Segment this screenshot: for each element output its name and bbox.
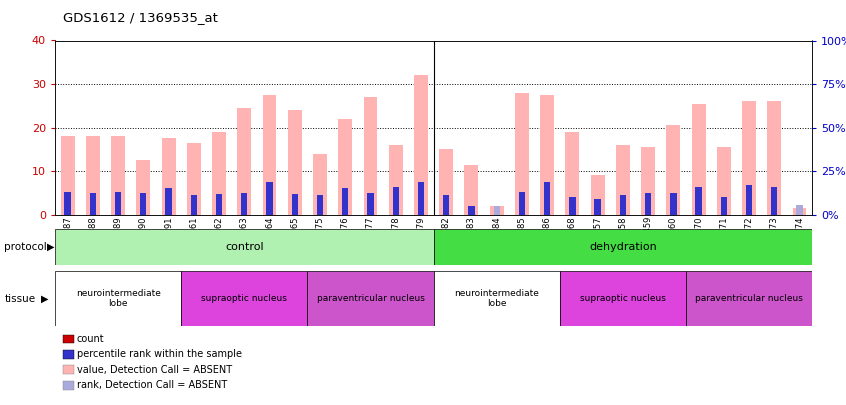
Bar	[266, 181, 272, 215]
Bar	[241, 193, 247, 215]
Bar	[64, 192, 71, 215]
Text: percentile rank within the sample: percentile rank within the sample	[77, 350, 242, 359]
Bar	[493, 206, 500, 215]
Text: dehydration: dehydration	[589, 242, 656, 252]
Bar	[616, 145, 629, 215]
Bar	[307, 271, 433, 326]
Text: supraoptic nucleus: supraoptic nucleus	[580, 294, 666, 303]
Bar	[591, 175, 605, 215]
Bar	[86, 136, 100, 215]
Text: neurointermediate
lobe: neurointermediate lobe	[75, 289, 161, 308]
Bar	[746, 185, 752, 215]
Bar	[262, 95, 277, 215]
Bar	[541, 95, 554, 215]
Bar	[464, 164, 478, 215]
Text: paraventricular nucleus: paraventricular nucleus	[695, 294, 803, 303]
Bar	[292, 194, 298, 215]
Bar	[111, 136, 125, 215]
Bar	[641, 147, 655, 215]
Bar	[560, 271, 686, 326]
Text: rank, Detection Call = ABSENT: rank, Detection Call = ABSENT	[77, 380, 228, 390]
Text: tissue: tissue	[4, 294, 36, 304]
Text: protocol: protocol	[4, 242, 47, 252]
Bar	[212, 132, 226, 215]
Bar	[162, 139, 175, 215]
Bar	[418, 181, 424, 215]
Bar	[90, 193, 96, 215]
Bar	[342, 188, 349, 215]
Bar	[364, 97, 377, 215]
Bar	[181, 271, 307, 326]
Bar	[190, 195, 197, 215]
Bar	[515, 93, 529, 215]
Bar	[393, 187, 398, 215]
Bar	[565, 132, 580, 215]
Bar	[686, 271, 812, 326]
Bar	[166, 188, 172, 215]
Text: value, Detection Call = ABSENT: value, Detection Call = ABSENT	[77, 365, 232, 375]
Bar	[569, 197, 575, 215]
Text: supraoptic nucleus: supraoptic nucleus	[201, 294, 288, 303]
Bar	[55, 271, 181, 326]
Bar	[490, 206, 503, 215]
Bar	[667, 126, 680, 215]
Bar	[695, 187, 701, 215]
Bar	[433, 229, 812, 265]
Bar	[443, 196, 449, 215]
Bar	[389, 145, 403, 215]
Bar	[317, 195, 323, 215]
Bar	[414, 75, 428, 215]
Bar	[721, 197, 727, 215]
Bar	[772, 187, 777, 215]
Bar	[216, 194, 222, 215]
Bar	[115, 192, 121, 215]
Bar	[187, 143, 201, 215]
Bar	[140, 193, 146, 215]
Bar	[717, 147, 731, 215]
Text: GDS1612 / 1369535_at: GDS1612 / 1369535_at	[63, 11, 218, 24]
Bar	[367, 193, 374, 215]
Text: paraventricular nucleus: paraventricular nucleus	[316, 294, 425, 303]
Text: count: count	[77, 334, 105, 344]
Bar	[288, 110, 302, 215]
Bar	[767, 102, 781, 215]
Bar	[238, 108, 251, 215]
Bar	[469, 206, 475, 215]
Bar	[55, 229, 433, 265]
Bar	[433, 271, 560, 326]
Text: control: control	[225, 242, 264, 252]
Bar	[742, 102, 756, 215]
Bar	[439, 149, 453, 215]
Bar	[313, 154, 327, 215]
Bar	[338, 119, 352, 215]
Bar	[61, 136, 74, 215]
Bar	[670, 193, 677, 215]
Bar	[595, 199, 601, 215]
Text: ▶: ▶	[41, 294, 48, 304]
Bar	[519, 192, 525, 215]
Bar	[620, 196, 626, 215]
Bar	[544, 182, 550, 215]
Text: ▶: ▶	[47, 242, 54, 252]
Bar	[793, 208, 806, 215]
Text: neurointermediate
lobe: neurointermediate lobe	[454, 289, 539, 308]
Bar	[645, 193, 651, 215]
Bar	[692, 104, 706, 215]
Bar	[796, 205, 803, 215]
Bar	[136, 160, 151, 215]
